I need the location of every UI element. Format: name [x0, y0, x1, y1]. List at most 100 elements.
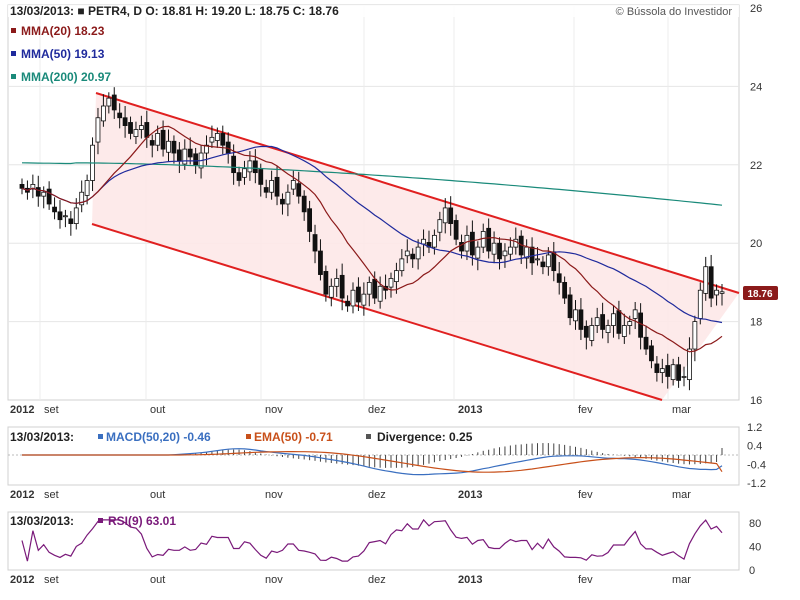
price-x-label-dez: dez — [368, 404, 386, 416]
candle-body — [486, 227, 492, 252]
macd-header-date: 13/03/2013: — [10, 430, 74, 444]
price-y-axis: 16 18 20 22 24 26 — [750, 3, 762, 407]
macd-y-tick-0.4: 0.4 — [747, 441, 762, 453]
channel-lower-line — [91, 223, 663, 401]
macd-x-label-2013: 2013 — [458, 489, 482, 501]
candle-body — [242, 168, 247, 178]
candle-body — [312, 234, 318, 252]
candle-body — [52, 206, 57, 213]
macd-x-label-dez: dez — [368, 489, 386, 501]
candle-body — [394, 270, 399, 283]
divergence-legend-swatch — [366, 434, 371, 439]
candle-body — [84, 180, 90, 196]
candle-body — [703, 266, 709, 294]
copyright: © Bússola do Investidor — [616, 6, 733, 18]
rsi-x-label-out: out — [150, 574, 165, 586]
macd-x-label-fev: fev — [578, 489, 593, 501]
candle-body — [708, 266, 714, 299]
candle-body — [692, 321, 698, 350]
candle-body — [290, 180, 296, 190]
candle-body — [128, 122, 133, 134]
candle-body — [665, 365, 671, 377]
candle-body — [73, 207, 79, 224]
candle-body — [507, 246, 513, 255]
macd-panel: 1.2 0.4 -0.4 -1.2 2012 set out nov dez 2013 fev ma… — [7, 422, 766, 501]
candle-body — [236, 172, 242, 181]
candle-body — [296, 183, 302, 197]
candle-body — [209, 136, 215, 143]
candle-body — [421, 238, 426, 245]
candle-body — [687, 348, 692, 381]
candle-body — [68, 218, 74, 224]
price-x-label-fev: fev — [578, 404, 593, 416]
candle-body — [404, 250, 410, 257]
candle-body — [160, 129, 166, 150]
candle-body — [632, 309, 638, 319]
candle-body — [372, 278, 378, 299]
price-header: 13/03/2013: ■ PETR4, D O: 18.81 H: 19.20… — [10, 4, 339, 18]
candle-body — [594, 317, 600, 326]
candle-body — [214, 133, 220, 141]
candle-body — [719, 291, 725, 294]
last-price-label: 18.76 — [747, 289, 772, 300]
candle-body — [193, 153, 199, 166]
candle-body — [307, 208, 312, 232]
rsi-line — [21, 518, 723, 562]
candlesticks — [19, 87, 725, 391]
rsi-x-label-dez: dez — [368, 574, 386, 586]
rsi-y-tick-0: 0 — [749, 565, 755, 577]
rsi-x-axis: 2012 set out nov dez 2013 fev mar — [10, 574, 691, 586]
candle-body — [659, 368, 665, 373]
candle-body — [345, 300, 350, 307]
candle-body — [654, 363, 660, 373]
candle-body — [649, 345, 654, 362]
candle-body — [399, 258, 405, 272]
candle-body — [469, 231, 475, 256]
macd-legend: MACD(50,20) -0.46 — [106, 430, 211, 444]
price-x-label-mar: mar — [672, 404, 691, 416]
rsi-panel-background — [7, 511, 740, 571]
macd-y-axis: 1.2 0.4 -0.4 -1.2 — [747, 422, 766, 490]
macd-x-label-nov: nov — [265, 489, 283, 501]
candle-body — [328, 285, 334, 298]
ema-line — [22, 451, 723, 473]
candle-body — [231, 155, 237, 174]
candle-body — [247, 160, 253, 173]
candle-body — [350, 289, 356, 307]
ma200-legend-swatch — [11, 74, 16, 79]
header-background — [8, 5, 739, 17]
candle-body — [204, 144, 209, 154]
candle-body — [377, 285, 383, 302]
candle-body — [63, 215, 68, 218]
candle-body — [122, 117, 128, 127]
candle-body — [535, 258, 540, 261]
candle-body — [573, 309, 578, 322]
candle-body — [19, 183, 25, 189]
rsi-legend-swatch — [98, 518, 103, 523]
rsi-y-axis: 80 40 0 — [749, 518, 761, 577]
divergence-legend: Divergence: 0.25 — [377, 430, 473, 444]
candle-body — [269, 180, 275, 193]
candle-body — [670, 364, 676, 381]
price-x-label-2013: 2013 — [458, 404, 482, 416]
ma50-line — [21, 145, 723, 324]
ma20-legend-swatch — [11, 28, 16, 33]
candle-body — [616, 310, 622, 334]
candle-body — [551, 251, 557, 272]
macd-x-label-mar: mar — [672, 489, 691, 501]
candle-body — [318, 250, 323, 275]
candle-body — [676, 364, 681, 381]
rsi-header-date: 13/03/2013: — [10, 514, 74, 528]
rsi-x-label-mar: mar — [672, 574, 691, 586]
macd-y-tick-1.2: 1.2 — [747, 422, 762, 434]
candle-body — [605, 325, 611, 333]
price-x-axis: 2012 set out nov dez 2013 fev mar — [10, 404, 691, 416]
ma200-legend: MMA(200) 20.97 — [21, 70, 111, 84]
macd-legend-swatch — [98, 434, 103, 439]
ma20-line — [21, 125, 723, 353]
macd-x-label-set: set — [44, 489, 59, 501]
candle-body — [497, 242, 502, 260]
candle-body — [627, 321, 633, 326]
